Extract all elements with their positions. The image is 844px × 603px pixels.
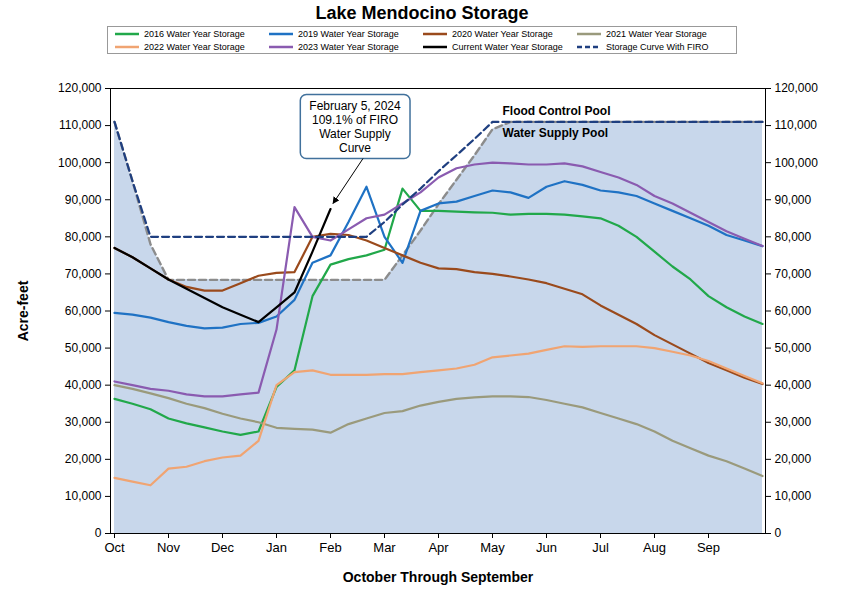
svg-text:20,000: 20,000 (65, 452, 102, 466)
svg-text:10,000: 10,000 (65, 489, 102, 503)
svg-text:Sep: Sep (697, 540, 720, 555)
svg-text:80,000: 80,000 (65, 230, 102, 244)
svg-text:80,000: 80,000 (775, 230, 812, 244)
svg-text:70,000: 70,000 (775, 267, 812, 281)
svg-text:90,000: 90,000 (65, 193, 102, 207)
svg-text:40,000: 40,000 (65, 378, 102, 392)
svg-text:Mar: Mar (373, 540, 396, 555)
svg-text:Oct: Oct (104, 540, 125, 555)
html-text:Current Water Year Storage: Current Water Year Storage (452, 41, 563, 52)
svg-text:50,000: 50,000 (65, 341, 102, 355)
svg-text:February 5, 2024109.1% of FIRO: February 5, 2024109.1% of FIROWater Supp… (309, 99, 401, 155)
svg-text:May: May (480, 540, 505, 555)
svg-text:0: 0 (95, 526, 102, 540)
svg-text:30,000: 30,000 (775, 415, 812, 429)
html-text:2016 Water Year Storage: 2016 Water Year Storage (144, 28, 245, 39)
svg-text:50,000: 50,000 (775, 341, 812, 355)
svg-text:Jun: Jun (536, 540, 557, 555)
svg-text:October Through September: October Through September (343, 569, 534, 585)
html-text:Storage Curve With FIRO: Storage Curve With FIRO (606, 41, 709, 52)
html-text:2021 Water Year Storage: 2021 Water Year Storage (606, 28, 707, 39)
svg-text:70,000: 70,000 (65, 267, 102, 281)
svg-text:100,000: 100,000 (58, 156, 102, 170)
svg-text:90,000: 90,000 (775, 193, 812, 207)
svg-text:10,000: 10,000 (775, 489, 812, 503)
svg-text:120,000: 120,000 (775, 81, 819, 95)
svg-text:Jul: Jul (592, 540, 609, 555)
svg-text:Dec: Dec (211, 540, 235, 555)
svg-text:0: 0 (775, 526, 782, 540)
svg-text:Apr: Apr (428, 540, 449, 555)
html-text:2022 Water Year Storage: 2022 Water Year Storage (144, 41, 245, 52)
svg-text:Feb: Feb (319, 540, 341, 555)
svg-text:110,000: 110,000 (59, 118, 102, 132)
svg-text:60,000: 60,000 (65, 304, 102, 318)
svg-text:Acre-feet: Acre-feet (15, 280, 31, 341)
svg-text:30,000: 30,000 (65, 415, 102, 429)
svg-text:Aug: Aug (643, 540, 666, 555)
svg-text:20,000: 20,000 (775, 452, 812, 466)
svg-text:120,000: 120,000 (58, 81, 102, 95)
svg-text:110,000: 110,000 (775, 118, 818, 132)
html-text:2020 Water Year Storage: 2020 Water Year Storage (452, 28, 553, 39)
svg-text:Jan: Jan (266, 540, 287, 555)
svg-text:Flood Control Pool: Flood Control Pool (503, 104, 611, 118)
svg-text:40,000: 40,000 (775, 378, 812, 392)
html-text:2019 Water Year Storage: 2019 Water Year Storage (298, 28, 399, 39)
svg-text:60,000: 60,000 (775, 304, 812, 318)
svg-text:Water Supply Pool: Water Supply Pool (503, 126, 609, 140)
svg-text:Nov: Nov (157, 540, 181, 555)
html-text:Lake Mendocino Storage: Lake Mendocino Storage (315, 3, 529, 23)
svg-text:100,000: 100,000 (775, 156, 819, 170)
html-text:2023 Water Year Storage: 2023 Water Year Storage (298, 41, 399, 52)
